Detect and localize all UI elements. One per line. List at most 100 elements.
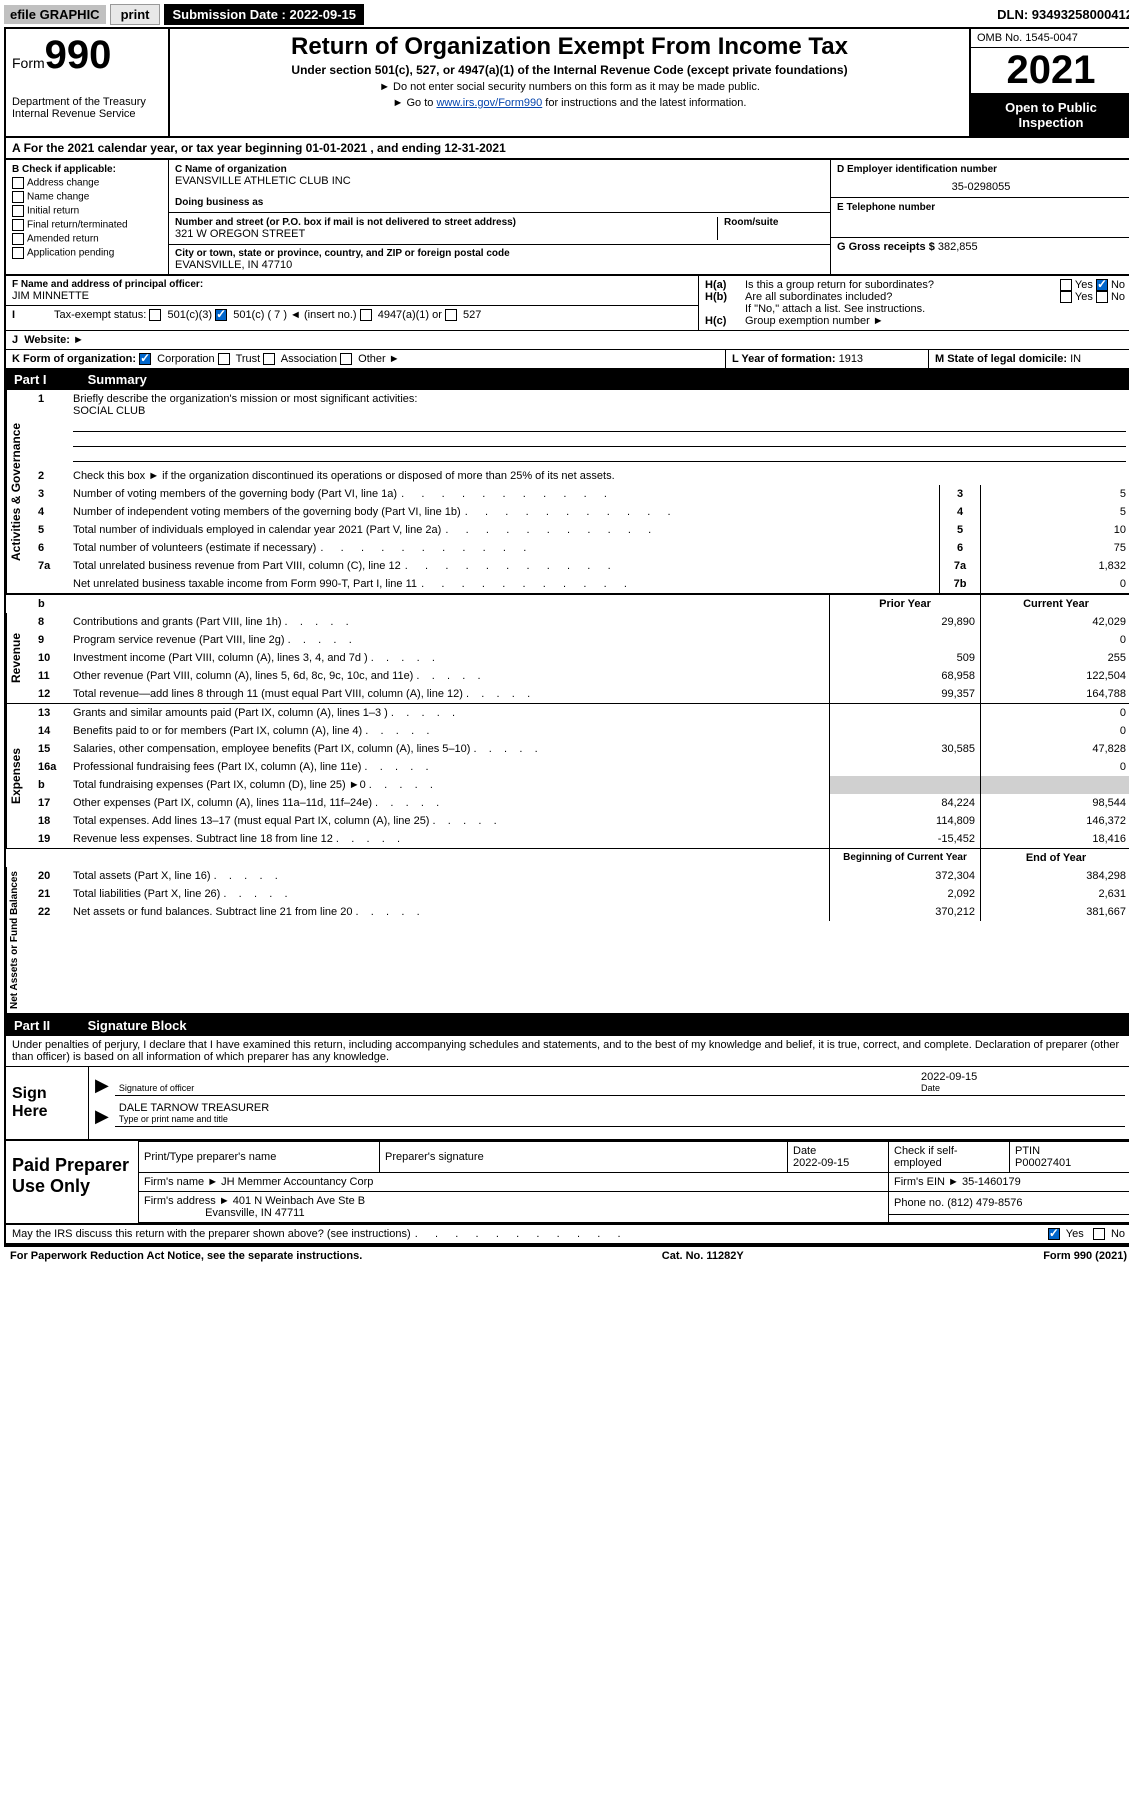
col-mid: C Name of organization EVANSVILLE ATHLET… [169,160,830,274]
part1-title: Summary [88,372,147,387]
org-name: EVANSVILLE ATHLETIC CLUB INC [175,175,824,187]
ptin-val: P00027401 [1015,1157,1071,1169]
checkbox-icon[interactable] [12,205,24,217]
prep-check-cell: Check if self-employed [889,1142,1010,1173]
sig-date-label: Date [921,1083,1121,1093]
instructions-link[interactable]: www.irs.gov/Form990 [436,97,542,109]
discuss-no: No [1111,1228,1125,1240]
link-pre: Go to [407,97,437,109]
checkbox-icon[interactable] [1096,291,1108,303]
sig-name-label: Type or print name and title [119,1114,1121,1124]
addr-val: 321 W OREGON STREET [175,228,717,240]
officer-name: JIM MINNETTE [12,290,692,302]
checkbox-icon[interactable] [149,309,161,321]
form-num: 990 [45,33,112,77]
checkbox-icon[interactable] [218,353,230,365]
form-number: Form990 [12,33,162,78]
sign-here-label: Sign Here [6,1067,89,1139]
table-row: 6 Total number of volunteers (estimate i… [33,539,1129,557]
arrow-icon: ▶ [95,1075,109,1096]
sign-here-block: Sign Here ▶ Signature of officer 2022-09… [6,1067,1129,1141]
part2-label: Part II [14,1018,84,1033]
table-row: 3 Number of voting members of the govern… [33,485,1129,503]
checkbox-icon[interactable] [340,353,352,365]
e-label: E Telephone number [837,202,1125,213]
checkbox-icon[interactable] [12,177,24,189]
checkbox-checked-icon[interactable] [139,353,151,365]
l-val: 1913 [839,353,863,365]
sig-date-field: 2022-09-15 Date [917,1069,1125,1096]
checkbox-icon[interactable] [1060,291,1072,303]
top-bar: efile GRAPHIC print Submission Date : 20… [4,4,1129,25]
off-sig-label: Signature of officer [119,1083,913,1093]
k-other: Other ► [358,353,399,365]
gross-val: 382,855 [938,241,978,253]
na-header-row: . Beginning of Current Year End of Year [6,849,1129,867]
opt-app: Application pending [27,248,114,259]
link-note: ► Go to www.irs.gov/Form990 for instruct… [176,97,963,109]
chk-amended: Amended return [12,233,162,245]
checkbox-icon[interactable] [12,219,24,231]
checkbox-icon[interactable] [12,247,24,259]
prep-name-hdr: Print/Type preparer's name [139,1142,380,1173]
summary-rev: Revenue 8 Contributions and grants (Part… [6,613,1129,704]
summary-exp: Expenses 13 Grants and similar amounts p… [6,704,1129,849]
checkbox-icon[interactable] [12,191,24,203]
table-row: Net unrelated business taxable income fr… [33,575,1129,593]
q2-num: 2 [38,470,44,482]
checkbox-icon[interactable] [1093,1228,1105,1240]
summary-gov: Activities & Governance 1 Briefly descri… [6,390,1129,593]
open-public: Open to Public Inspection [971,94,1129,136]
table-row: b Total fundraising expenses (Part IX, c… [33,776,1129,794]
submission-date: Submission Date : 2022-09-15 [164,4,364,25]
phone-cell: E Telephone number [831,198,1129,238]
discuss-yes: Yes [1066,1228,1084,1240]
firm-addr-label: Firm's address ► [144,1195,230,1207]
part2-title: Signature Block [88,1018,187,1033]
prep-phone-label: Phone no. [894,1197,944,1209]
info-grid: B Check if applicable: Address change Na… [6,160,1129,276]
header-right: OMB No. 1545-0047 2021 Open to Public In… [969,29,1129,136]
current-hdr: Current Year [981,595,1129,613]
b-hdr: b [38,598,45,610]
officer-cell: F Name and address of principal officer:… [6,276,698,306]
prep-sig-hdr: Preparer's signature [380,1142,788,1173]
dept-label: Department of the Treasury Internal Reve… [12,96,162,120]
checkbox-icon[interactable] [12,233,24,245]
preparer-block: Paid Preparer Use Only Print/Type prepar… [6,1141,1129,1225]
part1-label: Part I [14,372,84,387]
no-label: No [1111,279,1125,291]
checkbox-icon[interactable] [263,353,275,365]
footer-left: For Paperwork Reduction Act Notice, see … [10,1250,362,1262]
q2-text: Check this box ► if the organization dis… [68,467,1129,485]
checkbox-checked-icon[interactable] [215,309,227,321]
firm-addr1: 401 N Weinbach Ave Ste B [233,1195,365,1207]
checkbox-icon[interactable] [1060,279,1072,291]
form-title: Return of Organization Exempt From Incom… [176,33,963,61]
k-label: K Form of organization: [12,353,136,365]
checkbox-checked-icon[interactable] [1048,1228,1060,1240]
room-label: Room/suite [724,217,824,228]
501c3: 501(c)(3) [167,309,212,321]
table-row: 12 Total revenue—add lines 8 through 11 … [33,685,1129,703]
addr-cell: Number and street (or P.O. box if mail i… [169,213,830,245]
section-a-text: For the 2021 calendar year, or tax year … [24,141,506,155]
officer-sig-field[interactable]: Signature of officer [115,1081,917,1096]
yes-label2: Yes [1075,291,1093,303]
table-row: 15 Salaries, other compensation, employe… [33,740,1129,758]
checkbox-icon[interactable] [360,309,372,321]
header-left: Form990 Department of the Treasury Inter… [6,29,170,136]
gross-cell: G Gross receipts $ 382,855 [831,238,1129,256]
checkbox-checked-icon[interactable] [1096,279,1108,291]
checkbox-icon[interactable] [445,309,457,321]
prep-date-val: 2022-09-15 [793,1157,849,1169]
print-button[interactable]: print [110,4,161,25]
end-hdr: End of Year [981,849,1129,867]
table-row: 18 Total expenses. Add lines 13–17 (must… [33,812,1129,830]
col-right: D Employer identification number 35-0298… [830,160,1129,274]
dba-label: Doing business as [175,197,824,208]
firm-name-label: Firm's name ► [144,1176,218,1188]
501c: 501(c) ( 7 ) ◄ (insert no.) [233,309,356,321]
c-label: C Name of organization [175,164,824,175]
vert-rev: Revenue [6,613,33,703]
